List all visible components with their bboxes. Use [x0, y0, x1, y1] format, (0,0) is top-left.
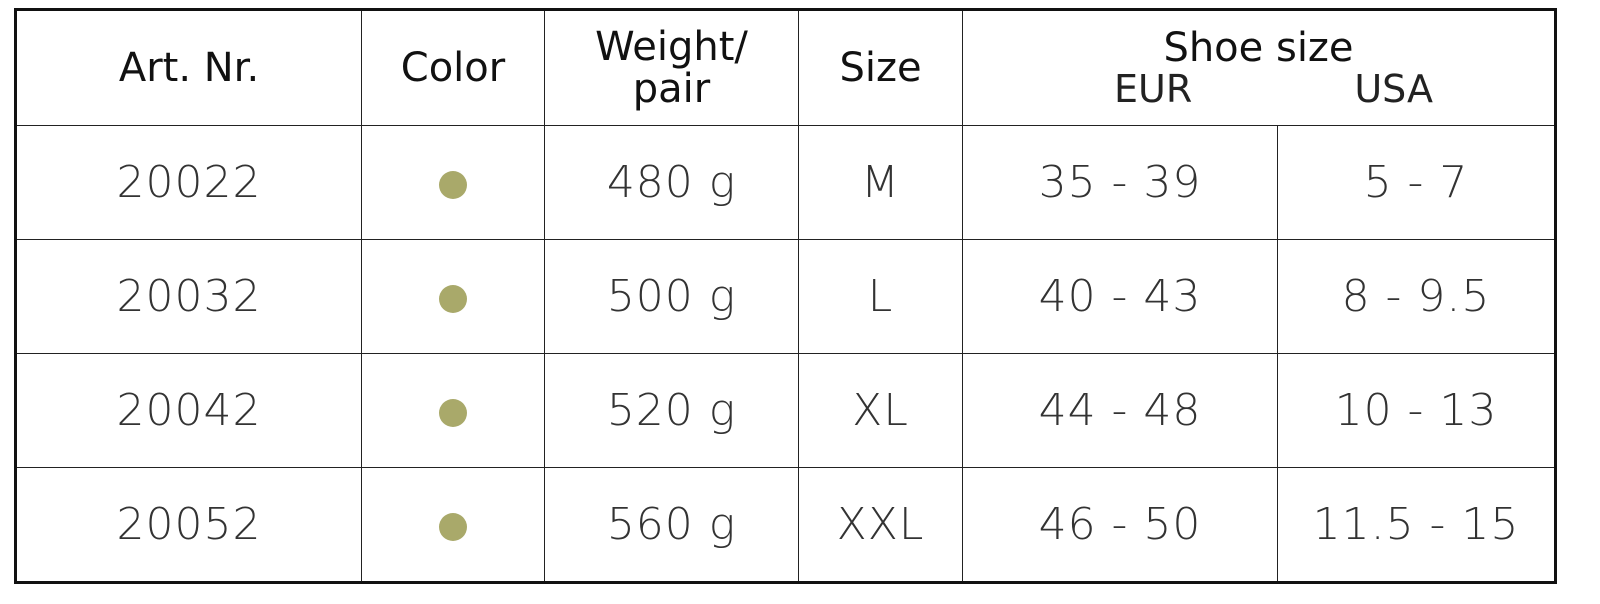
table-row: 20042 520 g XL 44 - 48 10 - 13 [15, 353, 1556, 468]
header-shoe-size: Shoe size EUR USA [962, 9, 1556, 126]
size-cell: XXL [798, 467, 963, 583]
eur-cell: 44 - 48 [962, 353, 1278, 468]
header-art-nr: Art. Nr. [15, 9, 362, 126]
header-size: Size [798, 9, 963, 126]
weight-cell: 500 g [544, 239, 799, 354]
header-weight-line1: Weight/ [595, 24, 748, 70]
table-row: 20052 560 g XXL 46 - 50 11.5 - 15 [15, 467, 1556, 583]
header-usa: USA [1354, 67, 1433, 111]
eur-cell: 46 - 50 [962, 467, 1278, 583]
table-row: 20032 500 g L 40 - 43 8 - 9.5 [15, 239, 1556, 354]
art-nr-cell: 20032 [15, 239, 362, 354]
weight-cell: 520 g [544, 353, 799, 468]
art-nr-cell: 20022 [15, 125, 362, 240]
eur-cell: 35 - 39 [962, 125, 1278, 240]
header-row: Art. Nr. Color Weight/pair Size Shoe siz… [15, 9, 1556, 126]
color-cell [361, 125, 545, 240]
header-weight: Weight/pair [544, 9, 799, 126]
weight-cell: 480 g [544, 125, 799, 240]
color-dot-icon [439, 399, 467, 427]
art-nr-cell: 20052 [15, 467, 362, 583]
size-table: Art. Nr. Color Weight/pair Size Shoe siz… [14, 8, 1557, 584]
color-cell [361, 239, 545, 354]
header-color: Color [361, 9, 545, 126]
color-dot-icon [439, 171, 467, 199]
usa-cell: 10 - 13 [1277, 353, 1556, 468]
color-cell [361, 467, 545, 583]
usa-cell: 11.5 - 15 [1277, 467, 1556, 583]
usa-cell: 5 - 7 [1277, 125, 1556, 240]
table-row: 20022 480 g M 35 - 39 5 - 7 [15, 125, 1556, 240]
header-eur: EUR [1114, 67, 1193, 111]
weight-cell: 560 g [544, 467, 799, 583]
art-nr-cell: 20042 [15, 353, 362, 468]
header-shoe-size-label: Shoe size [1163, 25, 1354, 71]
size-cell: L [798, 239, 963, 354]
color-dot-icon [439, 513, 467, 541]
color-cell [361, 353, 545, 468]
eur-cell: 40 - 43 [962, 239, 1278, 354]
usa-cell: 8 - 9.5 [1277, 239, 1556, 354]
header-weight-line2: pair [632, 66, 711, 112]
color-dot-icon [439, 285, 467, 313]
size-cell: XL [798, 353, 963, 468]
size-cell: M [798, 125, 963, 240]
